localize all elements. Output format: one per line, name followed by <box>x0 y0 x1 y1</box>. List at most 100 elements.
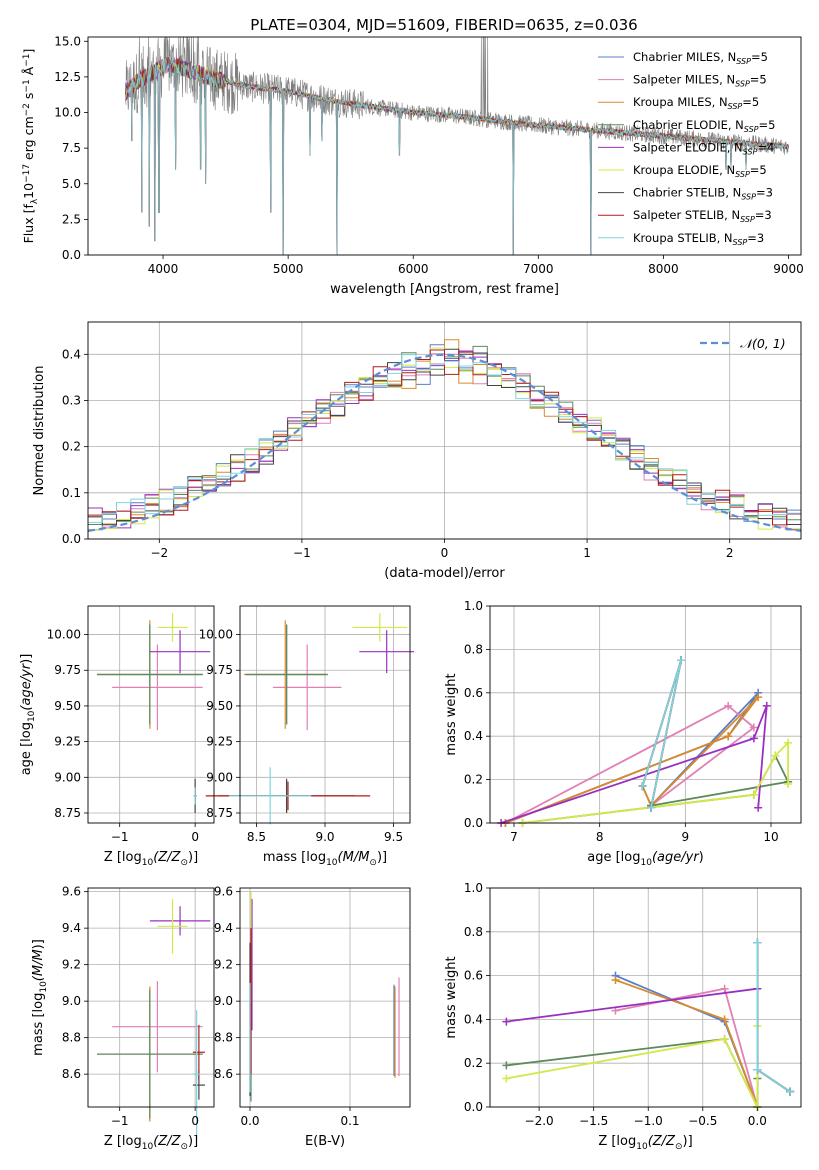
weight_vs_Z-series-line <box>506 987 758 1023</box>
mass_vs_ebv-xlabel: E(B-V) <box>305 1134 345 1149</box>
weight_vs_Z-ytick-label: 0.0 <box>464 1100 483 1114</box>
figure-title: PLATE=0304, MJD=51609, FIBERID=0635, z=0… <box>250 16 637 34</box>
weight_vs_Z-marker <box>611 975 620 984</box>
weight_vs_Z-xtick-label: 0.0 <box>748 1114 767 1128</box>
weight_vs_age-xtick-label: 10 <box>763 830 778 844</box>
mass_vs_Z-xlabel: Z [log10(Z/Z⊙)] <box>104 1134 198 1152</box>
spectrum-xtick-label: 8000 <box>648 262 679 276</box>
spectrum-xtick-label: 7000 <box>523 262 554 276</box>
residuals-xtick-label: −1 <box>293 546 311 560</box>
age_vs_Z-ytick-label: 9.75 <box>54 663 81 677</box>
mass_vs_Z-ytick-label: 8.6 <box>62 1067 81 1081</box>
weight_vs_age-marker <box>784 738 793 747</box>
age_vs_mass-ytick-label: 9.75 <box>206 663 233 677</box>
weight_vs_age-marker <box>754 693 763 702</box>
mass_vs_Z-ylabel: mass [log10(M/M)] <box>31 939 49 1056</box>
spectrum-xtick-label: 5000 <box>273 262 304 276</box>
residuals-ylabel: Normed distribution <box>32 366 47 496</box>
weight_vs_age-marker <box>762 701 771 710</box>
spectrum-legend-label: Salpeter STELIB, NSSP=3 <box>633 208 772 224</box>
spectrum-legend-label: Chabrier STELIB, NSSP=3 <box>633 186 773 202</box>
weight_vs_Z-marker <box>720 984 729 993</box>
weight_vs_age-ytick-label: 0.4 <box>464 729 483 743</box>
weight_vs_Z-ytick-label: 0.8 <box>464 925 483 939</box>
weight_vs_Z-ytick-label: 1.0 <box>464 881 483 895</box>
mass_vs_Z-ytick-label: 8.8 <box>62 1031 81 1045</box>
mass_vs_Z-ytick-label: 9.0 <box>62 994 81 1008</box>
mass_vs_Z-ytick-label: 9.4 <box>62 921 81 935</box>
weight_vs_age-xtick-label: 9 <box>682 830 690 844</box>
residuals-xlabel: (data-model)/error <box>384 566 505 581</box>
spectrum-xtick-label: 9000 <box>773 262 804 276</box>
age_vs_mass-ytick-label: 9.50 <box>206 699 233 713</box>
weight_vs_age-ytick-label: 0.2 <box>464 773 483 787</box>
weight_vs_Z-marker <box>502 1074 511 1083</box>
mass_vs_ebv-ytick-label: 8.8 <box>214 1031 233 1045</box>
spectrum-legend-label: Salpeter ELODIE, NSSP=4 <box>633 140 774 156</box>
residuals-ytick-label: 0.4 <box>62 347 81 361</box>
mass_vs_ebv-ytick-label: 9.4 <box>214 921 233 935</box>
mass_vs_ebv-xtick-label: 0.0 <box>240 1114 259 1128</box>
weight_vs_Z-xlabel: Z [log10(Z/Z⊙)] <box>598 1134 692 1152</box>
residuals-xtick-label: 2 <box>726 546 734 560</box>
weight_vs_age-marker <box>638 782 647 791</box>
weight_vs_age-ytick-label: 0.0 <box>464 816 483 830</box>
age_vs_Z-ytick-label: 9.50 <box>54 699 81 713</box>
age_vs_Z-ytick-label: 8.75 <box>54 806 81 820</box>
spectrum-ytick-label: 7.5 <box>62 141 81 155</box>
weight_vs_Z-ytick-label: 0.2 <box>464 1056 483 1070</box>
age_vs_Z-frame <box>87 605 215 824</box>
age_vs_Z-xlabel: Z [log10(Z/Z⊙)] <box>104 850 198 868</box>
spectrum-ytick-label: 2.5 <box>62 212 81 226</box>
mass_vs_Z-frame <box>87 887 215 1108</box>
weight_vs_age-frame <box>489 605 802 824</box>
spectrum-legend-label: Chabrier ELODIE, NSSP=5 <box>633 118 775 134</box>
weight_vs_Z-marker <box>786 1087 795 1096</box>
residual-hist-step <box>88 354 801 523</box>
spectrum-frame <box>87 36 802 256</box>
gaussian-curve <box>87 353 802 532</box>
weight_vs_Z-marker <box>753 1065 762 1074</box>
spectrum-ytick-label: 0.0 <box>62 248 81 262</box>
weight_vs_age-marker <box>754 803 763 812</box>
weight_vs_age-marker <box>724 701 733 710</box>
mass_vs_ebv-ytick-label: 9.0 <box>214 994 233 1008</box>
weight_vs_age-xlabel: age [log10(age/yr) <box>587 850 704 868</box>
spectrum-legend-label: Kroupa STELIB, NSSP=3 <box>633 231 764 247</box>
spectrum-ytick-label: 15.0 <box>54 34 81 48</box>
weight_vs_Z-frame <box>489 887 802 1108</box>
residuals-ytick-label: 0.2 <box>62 440 81 454</box>
residuals-ytick-label: 0.0 <box>62 532 81 546</box>
weight_vs_age-ylabel: mass weight <box>444 673 459 755</box>
weight_vs_age-marker <box>771 751 780 760</box>
age_vs_Z-ylabel: age [log10(age/yr)] <box>19 654 37 776</box>
mass_vs_ebv-ytick-label: 9.6 <box>214 885 233 899</box>
residuals-xtick-label: 1 <box>583 546 591 560</box>
weight_vs_age-marker <box>749 790 758 799</box>
age_vs_Z-ytick-label: 10.00 <box>47 628 81 642</box>
weight_vs_age-marker <box>677 656 686 665</box>
weight_vs_age-ytick-label: 1.0 <box>464 599 483 613</box>
weight_vs_Z-ytick-label: 0.6 <box>464 969 483 983</box>
spectrum-xtick-label: 4000 <box>148 262 179 276</box>
weight_vs_age-ytick-label: 0.8 <box>464 642 483 656</box>
spectrum-ytick-label: 10.0 <box>54 106 81 120</box>
residual-hist-step <box>88 348 801 526</box>
mass_vs_Z-ytick-label: 9.6 <box>62 885 81 899</box>
weight_vs_Z-xtick-label: −0.5 <box>688 1114 717 1128</box>
weight_vs_age-series-line <box>500 705 768 824</box>
mass_vs_Z-xtick-label: −1 <box>111 1114 129 1128</box>
spectrum-xlabel: wavelength [Angstrom, rest frame] <box>330 282 559 297</box>
spectrum-legend-label: Kroupa ELODIE, NSSP=5 <box>633 163 767 179</box>
residuals-xtick-label: −2 <box>150 546 168 560</box>
mass_vs_ebv-ytick-label: 9.2 <box>214 958 233 972</box>
weight_vs_Z-marker <box>720 1035 729 1044</box>
weight_vs_age-xtick-label: 8 <box>596 830 604 844</box>
spectrum-ytick-label: 12.5 <box>54 70 81 84</box>
spectrum-ylabel: Flux [fλ10−17 erg cm−2 s−1 Å−1] <box>21 49 40 244</box>
age_vs_Z-ytick-label: 9.00 <box>54 770 81 784</box>
residual-legend-label: 𝒩(0, 1) <box>740 336 786 351</box>
weight_vs_Z-marker <box>753 938 762 947</box>
spectrum-legend-label: Salpeter MILES, NSSP=5 <box>633 73 767 89</box>
age_vs_mass-xtick-label: 9.5 <box>384 830 403 844</box>
